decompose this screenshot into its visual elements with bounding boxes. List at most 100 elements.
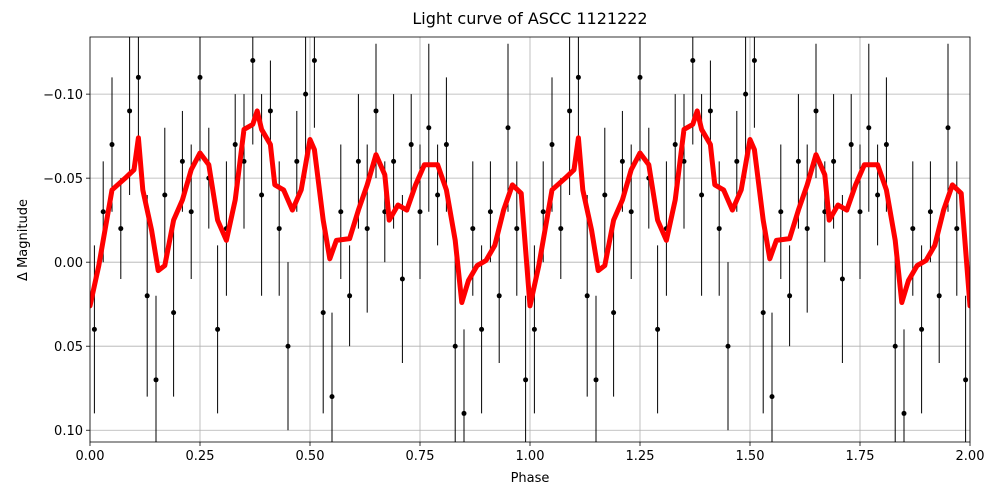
data-point: [426, 125, 432, 131]
data-point: [954, 226, 960, 232]
data-point: [927, 209, 933, 215]
data-point: [91, 326, 97, 332]
data-point: [188, 209, 194, 215]
data-point: [602, 192, 608, 198]
data-point: [593, 377, 599, 383]
data-point: [637, 74, 643, 80]
data-point: [743, 91, 749, 97]
x-tick-label: 1.75: [846, 449, 875, 464]
data-point: [910, 226, 916, 232]
data-point: [655, 326, 661, 332]
data-point: [672, 142, 678, 148]
data-point: [707, 108, 713, 114]
data-point: [848, 142, 854, 148]
data-point: [250, 58, 256, 64]
data-point: [628, 209, 634, 215]
data-point: [769, 394, 775, 400]
data-point: [391, 158, 397, 164]
data-point: [267, 108, 273, 114]
data-point: [144, 293, 150, 299]
data-point: [584, 293, 590, 299]
data-point: [540, 209, 546, 215]
data-point: [232, 142, 238, 148]
data-point: [619, 158, 625, 164]
data-point: [760, 310, 766, 316]
y-axis-label: Δ Magnitude: [16, 199, 31, 281]
data-point: [549, 142, 555, 148]
y-tick-label: 0.00: [54, 256, 83, 271]
data-point: [171, 310, 177, 316]
data-point: [919, 326, 925, 332]
data-point: [831, 158, 837, 164]
data-point: [320, 310, 326, 316]
x-tick-label: 0.25: [186, 449, 215, 464]
y-tick-label: −0.10: [43, 88, 83, 103]
data-point: [408, 142, 414, 148]
x-tick-label: 0.50: [296, 449, 325, 464]
data-point: [892, 343, 898, 349]
data-point: [795, 158, 801, 164]
data-point: [118, 226, 124, 232]
data-point: [567, 108, 573, 114]
x-tick-label: 2.00: [956, 449, 985, 464]
data-point: [179, 158, 185, 164]
data-point: [153, 377, 159, 383]
data-point: [778, 209, 784, 215]
data-point: [135, 74, 141, 80]
data-point: [479, 326, 485, 332]
data-point: [699, 192, 705, 198]
data-point: [487, 209, 493, 215]
data-point: [751, 58, 757, 64]
ticks: 0.00 0.25 0.50 0.75 1.00 1.25 1.50 1.75 2.00 −0.1…: [43, 88, 984, 464]
data-point: [452, 343, 458, 349]
data-point: [109, 142, 115, 148]
data-point: [725, 343, 731, 349]
data-point: [963, 377, 969, 383]
data-point: [681, 158, 687, 164]
data-point: [690, 58, 696, 64]
data-point: [100, 209, 106, 215]
data-point: [373, 108, 379, 114]
data-point: [575, 74, 581, 80]
data-point: [901, 410, 907, 416]
data-point: [839, 276, 845, 282]
data-point: [276, 226, 282, 232]
data-point: [804, 226, 810, 232]
x-tick-label: 1.00: [516, 449, 545, 464]
data-point: [364, 226, 370, 232]
data-point: [716, 226, 722, 232]
data-point: [875, 192, 881, 198]
data-point: [241, 158, 247, 164]
y-tick-label: −0.05: [43, 172, 83, 187]
data-point: [813, 108, 819, 114]
model-line: [90, 108, 970, 309]
data-point: [558, 226, 564, 232]
data-point: [936, 293, 942, 299]
data-point: [215, 326, 221, 332]
data-point: [127, 108, 133, 114]
data-point: [734, 158, 740, 164]
data-point: [531, 326, 537, 332]
data-point: [329, 394, 335, 400]
data-point: [787, 293, 793, 299]
data-point: [505, 125, 511, 131]
data-point: [435, 192, 441, 198]
data-point: [496, 293, 502, 299]
x-tick-label: 0.00: [76, 449, 105, 464]
data-point: [294, 158, 300, 164]
data-point: [162, 192, 168, 198]
data-point: [417, 209, 423, 215]
data-point: [338, 209, 344, 215]
data-point: [514, 226, 520, 232]
y-tick-label: 0.05: [54, 340, 83, 355]
plot-area: [90, 37, 970, 442]
data-point: [866, 125, 872, 131]
data-point: [355, 158, 361, 164]
data-point: [311, 58, 317, 64]
data-point: [303, 91, 309, 97]
data-point: [883, 142, 889, 148]
data-point: [399, 276, 405, 282]
